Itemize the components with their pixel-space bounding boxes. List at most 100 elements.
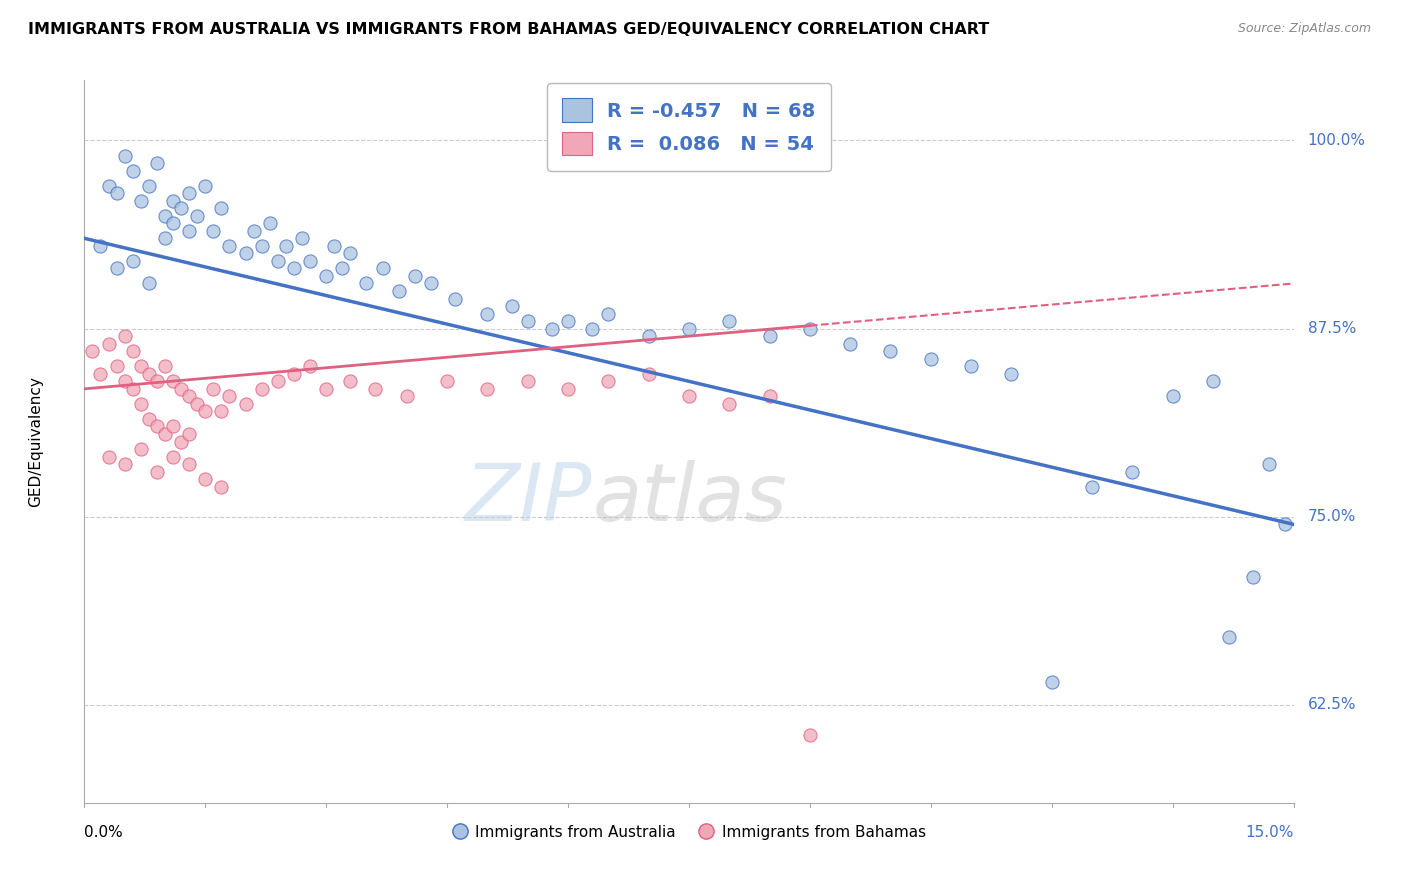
Point	[299, 253, 322, 268]
Point	[1258, 457, 1281, 471]
Point	[218, 239, 240, 253]
Point	[114, 457, 136, 471]
Point	[637, 329, 659, 343]
Point	[153, 209, 176, 223]
Point	[557, 314, 579, 328]
Point	[170, 382, 193, 396]
Point	[121, 344, 143, 359]
Point	[162, 450, 184, 464]
Point	[1241, 570, 1264, 584]
Point	[194, 178, 217, 193]
Point	[259, 216, 281, 230]
Point	[138, 367, 160, 381]
Text: 15.0%: 15.0%	[1246, 825, 1294, 840]
Point	[541, 321, 564, 335]
Point	[153, 359, 176, 374]
Point	[274, 239, 297, 253]
Point	[162, 419, 184, 434]
Point	[330, 261, 353, 276]
Point	[283, 367, 305, 381]
Point	[97, 178, 120, 193]
Point	[179, 224, 201, 238]
Point	[420, 277, 443, 291]
Point	[153, 231, 176, 245]
Point	[581, 321, 603, 335]
Point	[235, 397, 257, 411]
Text: 0.0%: 0.0%	[84, 825, 124, 840]
Point	[97, 450, 120, 464]
Point	[129, 194, 152, 208]
Point	[1202, 375, 1225, 389]
Point	[114, 148, 136, 162]
Point	[879, 344, 901, 359]
Point	[395, 389, 418, 403]
Point	[299, 359, 322, 374]
Point	[89, 239, 111, 253]
Point	[501, 299, 523, 313]
Point	[162, 375, 184, 389]
Text: 100.0%: 100.0%	[1308, 133, 1365, 148]
Point	[179, 389, 201, 403]
Point	[557, 382, 579, 396]
Point	[82, 344, 104, 359]
Text: atlas: atlas	[592, 460, 787, 539]
Point	[138, 412, 160, 426]
Point	[121, 382, 143, 396]
Point	[1000, 367, 1022, 381]
Point	[1081, 480, 1104, 494]
Point	[250, 239, 273, 253]
Point	[339, 375, 361, 389]
Point	[799, 728, 821, 742]
Point	[105, 359, 128, 374]
Point	[250, 382, 273, 396]
Point	[516, 314, 538, 328]
Point	[209, 404, 232, 418]
Point	[209, 201, 232, 215]
Point	[162, 194, 184, 208]
Point	[114, 329, 136, 343]
Point	[138, 277, 160, 291]
Text: 62.5%: 62.5%	[1308, 698, 1357, 713]
Point	[718, 397, 741, 411]
Point	[105, 186, 128, 201]
Point	[516, 375, 538, 389]
Point	[315, 268, 337, 283]
Point	[371, 261, 394, 276]
Point	[114, 375, 136, 389]
Point	[637, 367, 659, 381]
Point	[146, 419, 169, 434]
Point	[339, 246, 361, 260]
Point	[202, 382, 225, 396]
Point	[105, 261, 128, 276]
Point	[186, 209, 208, 223]
Point	[209, 480, 232, 494]
Point	[129, 397, 152, 411]
Point	[153, 427, 176, 442]
Point	[678, 389, 700, 403]
Point	[97, 336, 120, 351]
Point	[179, 186, 201, 201]
Point	[179, 427, 201, 442]
Point	[718, 314, 741, 328]
Point	[202, 224, 225, 238]
Text: 75.0%: 75.0%	[1308, 509, 1355, 524]
Point	[186, 397, 208, 411]
Point	[436, 375, 458, 389]
Point	[170, 434, 193, 449]
Point	[758, 329, 780, 343]
Point	[758, 389, 780, 403]
Point	[162, 216, 184, 230]
Point	[404, 268, 426, 283]
Legend: Immigrants from Australia, Immigrants from Bahamas: Immigrants from Australia, Immigrants fr…	[446, 819, 932, 846]
Point	[839, 336, 862, 351]
Point	[444, 292, 467, 306]
Point	[323, 239, 346, 253]
Point	[179, 457, 201, 471]
Point	[121, 163, 143, 178]
Point	[194, 404, 217, 418]
Point	[242, 224, 264, 238]
Point	[477, 382, 499, 396]
Point	[1121, 465, 1143, 479]
Point	[1161, 389, 1184, 403]
Point	[356, 277, 378, 291]
